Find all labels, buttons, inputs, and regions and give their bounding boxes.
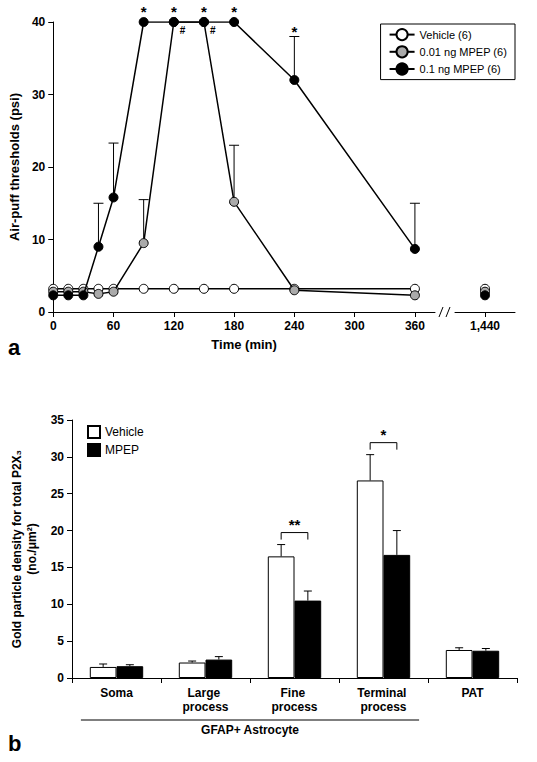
svg-text:process: process bbox=[182, 700, 228, 714]
svg-text:20: 20 bbox=[51, 524, 65, 538]
svg-text:240: 240 bbox=[284, 319, 304, 333]
svg-text:0: 0 bbox=[39, 305, 46, 319]
svg-text:20: 20 bbox=[32, 160, 46, 174]
svg-text:Large: Large bbox=[187, 686, 223, 700]
svg-text:30: 30 bbox=[51, 450, 65, 464]
svg-text:30: 30 bbox=[32, 88, 46, 102]
svg-text:120: 120 bbox=[164, 319, 184, 333]
svg-text:b: b bbox=[8, 731, 21, 756]
svg-text:0: 0 bbox=[57, 671, 64, 685]
svg-text:MPEP: MPEP bbox=[105, 443, 139, 457]
svg-text:(no./μm²): (no./μm²) bbox=[25, 523, 39, 574]
svg-text:25: 25 bbox=[51, 487, 65, 501]
svg-text:**: ** bbox=[289, 516, 301, 533]
svg-text:0.01 ng MPEP (6): 0.01 ng MPEP (6) bbox=[420, 46, 507, 58]
svg-text:Vehicle: Vehicle bbox=[105, 425, 144, 439]
svg-text:60: 60 bbox=[107, 319, 121, 333]
svg-text:180: 180 bbox=[224, 319, 244, 333]
svg-text:5: 5 bbox=[57, 634, 64, 648]
svg-text:300: 300 bbox=[345, 319, 365, 333]
svg-text:Soma: Soma bbox=[100, 686, 133, 700]
svg-text:Fine: Fine bbox=[280, 686, 308, 700]
svg-text:10: 10 bbox=[32, 233, 46, 247]
svg-text:15: 15 bbox=[51, 560, 65, 574]
svg-text:35: 35 bbox=[51, 413, 65, 427]
svg-text:0: 0 bbox=[50, 319, 57, 333]
svg-text:#: # bbox=[180, 25, 186, 36]
svg-text:#: # bbox=[210, 25, 216, 36]
svg-text:0.1 ng MPEP (6): 0.1 ng MPEP (6) bbox=[420, 63, 501, 75]
svg-text:Air-puff thresholds (psi): Air-puff thresholds (psi) bbox=[7, 93, 22, 241]
svg-text:Gold particle density for tota: Gold particle density for total P2X₃ bbox=[10, 450, 24, 648]
svg-text:process: process bbox=[360, 700, 406, 714]
svg-text:Time (min): Time (min) bbox=[211, 337, 276, 352]
svg-text:360: 360 bbox=[405, 319, 425, 333]
svg-text:*: * bbox=[381, 426, 387, 443]
svg-text:Vehicle (6): Vehicle (6) bbox=[420, 29, 472, 41]
svg-text:PAT: PAT bbox=[461, 686, 484, 700]
svg-text:*: * bbox=[291, 23, 297, 40]
svg-text:1,440: 1,440 bbox=[470, 319, 500, 333]
svg-text:Terminal: Terminal bbox=[357, 686, 409, 700]
svg-text:process: process bbox=[271, 700, 317, 714]
svg-text:40: 40 bbox=[32, 15, 46, 29]
svg-text:10: 10 bbox=[51, 597, 65, 611]
svg-text:a: a bbox=[8, 335, 21, 360]
svg-text:GFAP+ Astrocyte: GFAP+ Astrocyte bbox=[201, 723, 299, 737]
